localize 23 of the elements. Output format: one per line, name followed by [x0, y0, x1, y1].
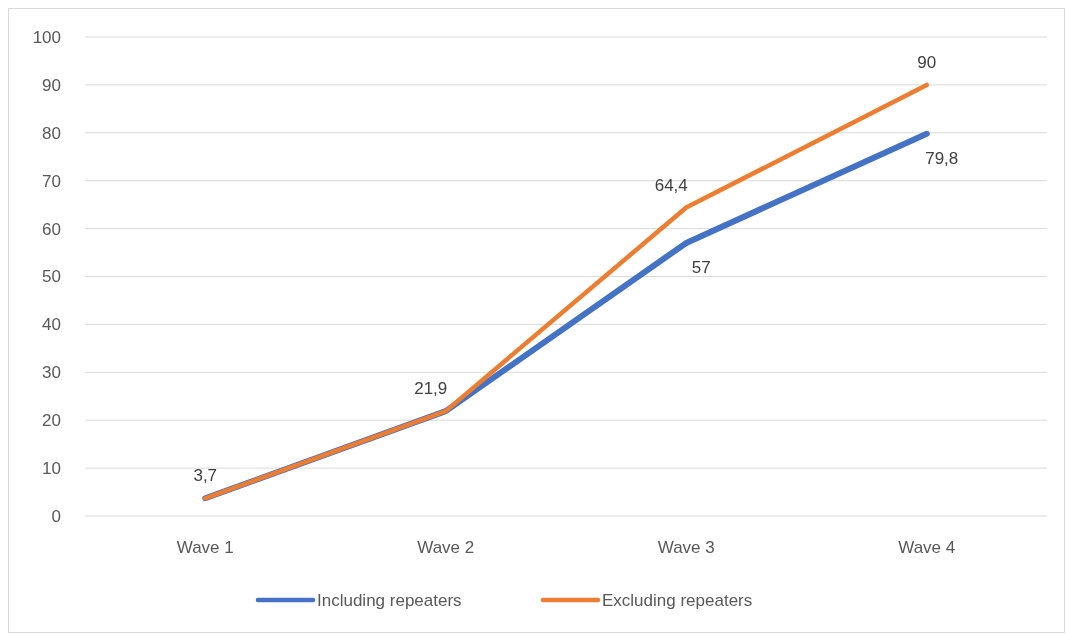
legend-label: Including repeaters	[317, 590, 462, 610]
x-tick-label: Wave 2	[417, 538, 475, 557]
y-tick-label: 30	[42, 363, 61, 383]
data-label: 3,7	[193, 466, 218, 486]
data-label: 79,8	[925, 148, 959, 168]
y-tick-label: 20	[42, 411, 61, 431]
y-tick-label: 10	[42, 459, 61, 479]
y-tick-label: 90	[42, 75, 61, 95]
data-label: 57	[691, 257, 711, 277]
data-label: 90	[917, 52, 937, 72]
data-label: 21,9	[414, 379, 448, 399]
y-tick-label: 50	[42, 267, 61, 287]
y-tick-label: 40	[42, 315, 61, 335]
x-tick-label: Wave 4	[898, 538, 956, 557]
x-tick-label: Wave 3	[657, 538, 715, 557]
y-tick-label: 100	[32, 27, 61, 47]
y-tick-label: 60	[42, 219, 61, 239]
data-label: 64,4	[654, 175, 688, 195]
x-tick-label: Wave 1	[176, 538, 234, 557]
legend-label: Excluding repeaters	[602, 590, 753, 610]
y-tick-label: 0	[51, 506, 61, 526]
y-tick-label: 70	[42, 171, 61, 191]
y-tick-label: 80	[42, 123, 61, 143]
